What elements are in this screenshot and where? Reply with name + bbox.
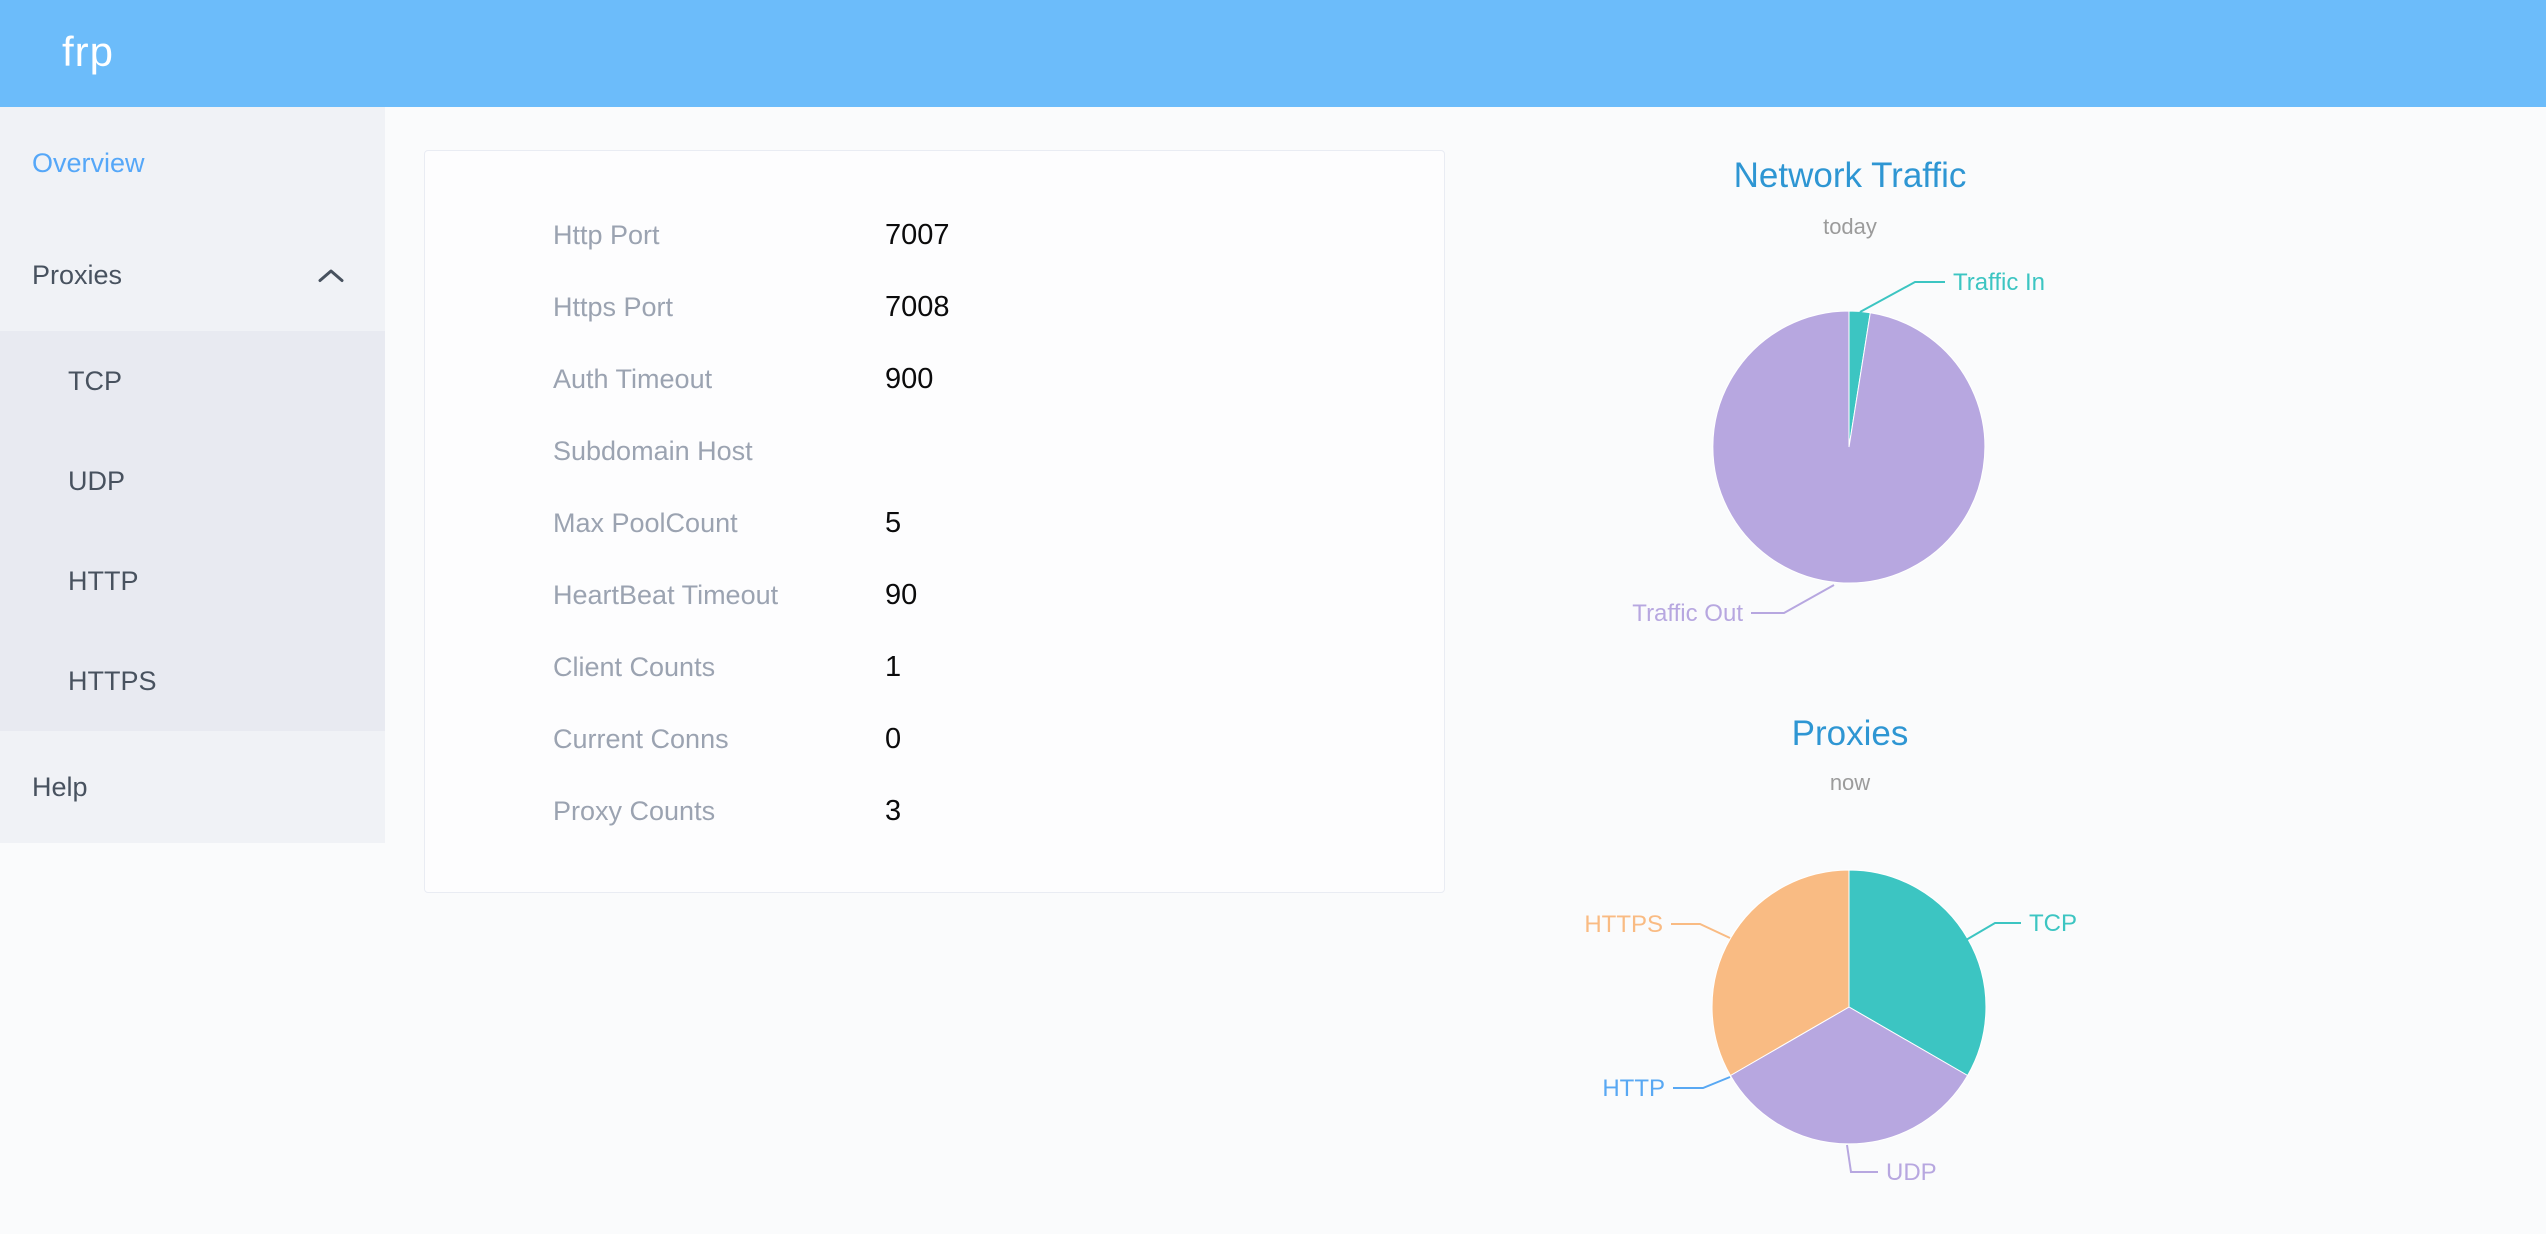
info-value: 5 (885, 506, 902, 539)
traffic-out-leader-line (1751, 584, 1835, 614)
sidebar-item-label: HTTPS (68, 665, 157, 696)
sidebar-item-http[interactable]: HTTP (0, 531, 385, 631)
traffic-in-label: Traffic In (1953, 269, 2045, 296)
sidebar-item-label: UDP (68, 465, 126, 496)
app-logo[interactable]: frp (62, 28, 115, 75)
sidebar: Overview Proxies TCP UDP HTTP HTTPS Help (0, 107, 385, 843)
info-row-proxy-counts: Proxy Counts 3 (425, 775, 1444, 847)
sidebar-item-label: Proxies (32, 259, 123, 290)
sidebar-item-udp[interactable]: UDP (0, 431, 385, 531)
https-label: HTTPS (1584, 911, 1663, 938)
info-value: 7007 (885, 218, 950, 251)
traffic-in-leader-line (1859, 281, 1945, 313)
sidebar-item-label: TCP (68, 365, 122, 396)
pie-slice-https[interactable] (1711, 869, 1850, 1077)
tcp-label: TCP (2029, 910, 2077, 937)
sidebar-item-help[interactable]: Help (0, 731, 385, 843)
info-row-auth-timeout: Auth Timeout 900 (425, 343, 1444, 415)
sidebar-item-label: HTTP (68, 565, 139, 596)
info-row-heartbeat-timeout: HeartBeat Timeout 90 (425, 559, 1444, 631)
sidebar-item-label: Help (32, 771, 88, 802)
info-label: Proxy Counts (553, 795, 716, 826)
info-value: 7008 (885, 290, 950, 323)
info-label: Https Port (553, 291, 674, 322)
info-label: Http Port (553, 219, 660, 250)
chevron-up-icon (318, 269, 344, 282)
udp-label: UDP (1886, 1159, 1937, 1186)
info-value: 90 (885, 578, 918, 611)
sidebar-item-proxies[interactable]: Proxies (0, 219, 385, 331)
pie-slice-traffic-out[interactable] (1712, 310, 1986, 584)
info-row-http-port: Http Port 7007 (425, 199, 1444, 271)
info-label: Auth Timeout (553, 363, 713, 394)
proxies-chart-title: Proxies (1791, 714, 1909, 753)
info-row-client-counts: Client Counts 1 (425, 631, 1444, 703)
server-info-card: Http Port 7007 Https Port 7008 Auth Time… (424, 150, 1445, 893)
sidebar-item-tcp[interactable]: TCP (0, 331, 385, 431)
info-label: Client Counts (553, 651, 716, 682)
proxies-pie-chart: TCP UDP HTTP HTTPS (1584, 869, 2077, 1186)
info-value: 900 (885, 362, 934, 395)
network-traffic-title: Network Traffic (1733, 156, 1967, 195)
udp-leader-line (1846, 1144, 1878, 1173)
http-leader-line (1673, 1076, 1731, 1089)
proxies-pie (1711, 869, 1987, 1145)
network-traffic-subtitle: today (1823, 214, 1877, 239)
network-traffic-pie (1712, 310, 1986, 584)
info-label: Subdomain Host (553, 435, 753, 466)
info-value: 1 (885, 650, 902, 683)
info-value: 0 (885, 722, 902, 755)
info-row-max-poolcount: Max PoolCount 5 (425, 487, 1444, 559)
sidebar-item-https[interactable]: HTTPS (0, 631, 385, 731)
sidebar-item-overview[interactable]: Overview (0, 107, 385, 219)
pie-slice-udp[interactable] (1729, 1006, 1969, 1145)
info-row-subdomain-host: Subdomain Host (425, 415, 1444, 487)
info-label: Max PoolCount (553, 507, 738, 538)
sidebar-item-label: Overview (32, 147, 145, 178)
info-label: HeartBeat Timeout (553, 579, 779, 610)
info-row-current-conns: Current Conns 0 (425, 703, 1444, 775)
info-row-https-port: Https Port 7008 (425, 271, 1444, 343)
tcp-leader-line (1965, 922, 2021, 941)
proxies-chart-subtitle: now (1829, 770, 1871, 795)
http-label: HTTP (1602, 1075, 1665, 1102)
info-label: Current Conns (553, 723, 729, 754)
https-leader-line (1671, 923, 1731, 939)
traffic-out-label: Traffic Out (1632, 600, 1743, 627)
info-value: 3 (885, 794, 902, 827)
proxies-submenu: TCP UDP HTTP HTTPS (0, 331, 385, 731)
network-traffic-pie-chart: Traffic In Traffic Out (1632, 269, 2045, 627)
app-header: frp (0, 0, 2546, 107)
